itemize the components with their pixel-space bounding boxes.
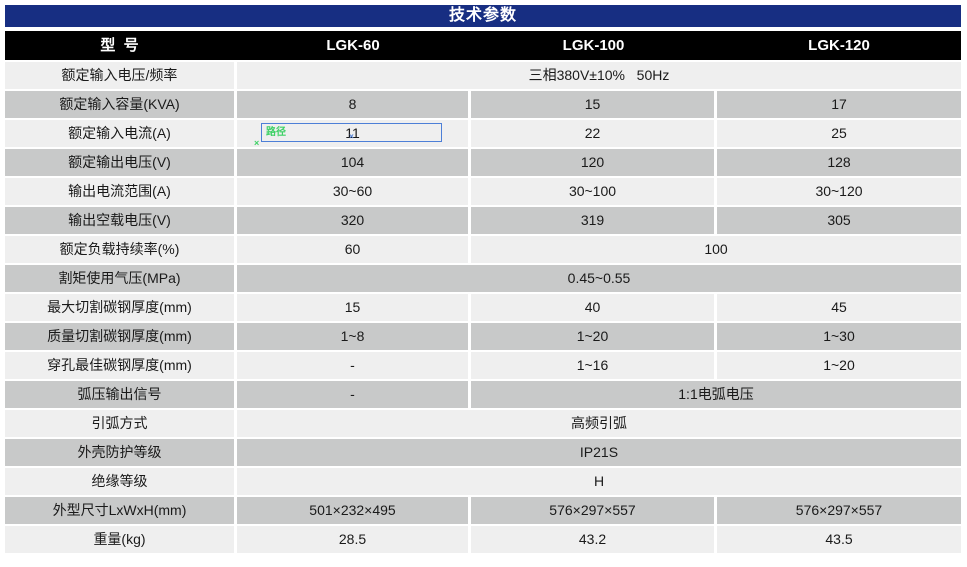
value-cell: IP21S: [237, 439, 961, 466]
value-cell: 1:1电弧电压: [471, 381, 961, 408]
selection-box[interactable]: 路径 × ×: [254, 123, 442, 148]
header-model-lgk120: LGK-120: [808, 37, 870, 54]
value-cell: 1~20: [717, 352, 961, 379]
value-cell: 305: [717, 207, 961, 234]
value-cell: 15: [471, 91, 714, 118]
value-cell: 30~120: [717, 178, 961, 205]
row-label: 额定输入电压/频率: [5, 62, 234, 89]
value-cell: 1~16: [471, 352, 714, 379]
value-cell: 30~60: [237, 178, 468, 205]
value-cell: 22: [471, 120, 714, 147]
value-cell: 43.2: [471, 526, 714, 553]
value-cell: 1~8: [237, 323, 468, 350]
table-row: 额定输出电压(V) 104 120 128: [5, 149, 961, 176]
value-cell: 60: [237, 236, 468, 263]
value-cell: 501×232×495: [237, 497, 468, 524]
table-row: 额定输入电压/频率 三相380V±10% 50Hz: [5, 62, 961, 89]
row-label: 外型尺寸LxWxH(mm): [5, 497, 234, 524]
row-label: 外壳防护等级: [5, 439, 234, 466]
table-row: 额定负载持续率(%) 60 100: [5, 236, 961, 263]
value-cell: 43.5: [717, 526, 961, 553]
value-cell: -: [237, 381, 468, 408]
table-header: 型 号 LGK-60 LGK-100 LGK-120: [5, 31, 961, 60]
table-row: 质量切割碳钢厚度(mm) 1~8 1~20 1~30: [5, 323, 961, 350]
value-cell: 319: [471, 207, 714, 234]
row-label: 质量切割碳钢厚度(mm): [5, 323, 234, 350]
table-row: 割矩使用气压(MPa) 0.45~0.55: [5, 265, 961, 292]
value-cell: 25: [717, 120, 961, 147]
value-cell: H: [237, 468, 961, 495]
value-cell: 104: [237, 149, 468, 176]
row-label: 引弧方式: [5, 410, 234, 437]
path-label: 路径: [266, 126, 286, 138]
text-cursor-icon: ×: [349, 132, 354, 141]
value-cell: 120: [471, 149, 714, 176]
value-cell: 三相380V±10% 50Hz: [237, 62, 961, 89]
table-row: 额定输入容量(KVA) 8 15 17: [5, 91, 961, 118]
table-row: 最大切割碳钢厚度(mm) 15 40 45: [5, 294, 961, 321]
row-label: 绝缘等级: [5, 468, 234, 495]
value-cell: 40: [471, 294, 714, 321]
table-title: 技术参数: [5, 5, 961, 27]
row-label: 输出空载电压(V): [5, 207, 234, 234]
value-cell: 576×297×557: [717, 497, 961, 524]
value-cell: 1~20: [471, 323, 714, 350]
row-label: 重量(kg): [5, 526, 234, 553]
table-row: 输出电流范围(A) 30~60 30~100 30~120: [5, 178, 961, 205]
row-label: 最大切割碳钢厚度(mm): [5, 294, 234, 321]
cell-text: 11: [345, 125, 360, 141]
value-cell: 0.45~0.55: [237, 265, 961, 292]
value-cell: 8: [237, 91, 468, 118]
value-cell: 128: [717, 149, 961, 176]
value-cell: 45: [717, 294, 961, 321]
table-body: 额定输入电压/频率 三相380V±10% 50Hz 额定输入容量(KVA) 8 15 17…: [5, 62, 961, 553]
table-row: 弧压输出信号 -1:1电弧电压: [5, 381, 961, 408]
row-label: 额定负载持续率(%): [5, 236, 234, 263]
value-cell: 11 路径 × ×: [237, 120, 468, 148]
header-model-lgk60: LGK-60: [326, 37, 380, 54]
value-cell: 高频引弧: [237, 410, 961, 437]
row-label: 额定输出电压(V): [5, 149, 234, 176]
value-cell: 30~100: [471, 178, 714, 205]
anchor-node-icon[interactable]: ×: [254, 138, 260, 148]
value-cell: 320: [237, 207, 468, 234]
row-label: 额定输入容量(KVA): [5, 91, 234, 118]
table-row: 外壳防护等级 IP21S: [5, 439, 961, 466]
row-label: 穿孔最佳碳钢厚度(mm): [5, 352, 234, 379]
table-row: 额定输入电流(A) 11 路径 × × 22 25: [5, 120, 961, 148]
table-row: 绝缘等级 H: [5, 468, 961, 495]
header-model-lgk100: LGK-100: [562, 37, 625, 54]
header-model-label: 型 号: [100, 37, 139, 54]
table-row: 输出空载电压(V) 320 319 305: [5, 207, 961, 234]
value-cell: 17: [717, 91, 961, 118]
row-label: 割矩使用气压(MPa): [5, 265, 234, 292]
table-row: 引弧方式 高频引弧: [5, 410, 961, 437]
value-cell: 28.5: [237, 526, 468, 553]
table-row: 外型尺寸LxWxH(mm) 501×232×495 576×297×557 576×2…: [5, 497, 961, 524]
row-label: 额定输入电流(A): [5, 120, 234, 147]
value-cell: 576×297×557: [471, 497, 714, 524]
row-label: 输出电流范围(A): [5, 178, 234, 205]
table-row: 重量(kg) 28.5 43.2 43.5: [5, 526, 961, 553]
row-label: 弧压输出信号: [5, 381, 234, 408]
value-cell: 1~30: [717, 323, 961, 350]
value-cell: -: [237, 352, 468, 379]
value-cell: 100: [471, 236, 961, 263]
spec-table: 技术参数 型 号 LGK-60 LGK-100 LGK-120 额定输入电压/频…: [5, 5, 961, 555]
value-cell: 15: [237, 294, 468, 321]
table-row: 穿孔最佳碳钢厚度(mm) -1~16 1~20: [5, 352, 961, 379]
